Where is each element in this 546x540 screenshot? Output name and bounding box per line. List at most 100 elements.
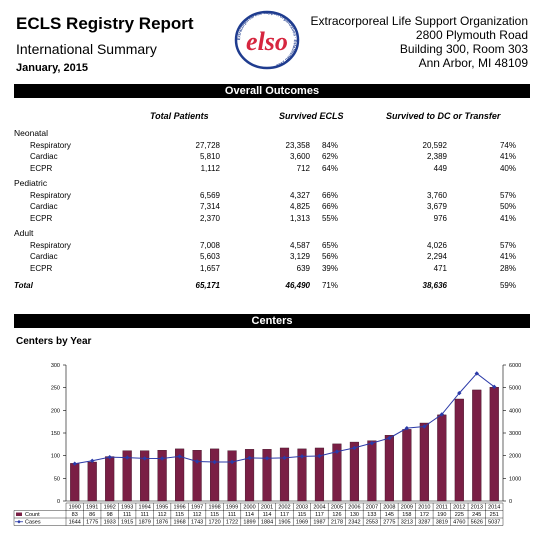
data-label-cases: 1722 — [226, 520, 238, 526]
x-tick-label: 2000 — [243, 505, 255, 511]
data-label-count: 112 — [158, 512, 167, 518]
survived-ecls: 1,313 — [289, 213, 310, 223]
survived-dc: 976 — [433, 213, 447, 223]
survived-ecls: 712 — [296, 163, 310, 173]
x-tick-label: 1990 — [69, 505, 81, 511]
chart-point — [317, 453, 322, 459]
chart-point — [404, 425, 410, 431]
chart-point — [247, 455, 252, 461]
data-label-count: 133 — [367, 512, 376, 518]
data-label-cases: 1915 — [121, 520, 133, 526]
table-row: Cardiac 5,810 3,600 62% 2,389 41% — [14, 151, 530, 163]
legend-marker-cases — [17, 519, 21, 524]
x-tick-label: 1996 — [173, 505, 185, 511]
chart-bar — [140, 450, 150, 502]
chart-bar — [175, 448, 185, 502]
overall-outcomes-heading: Overall Outcomes — [14, 84, 530, 98]
left-tick-label: 200 — [51, 408, 60, 414]
chart-bar — [105, 456, 115, 502]
survived-dc: 2,294 — [426, 252, 447, 261]
left-tick-label: 250 — [51, 386, 60, 392]
survived-dc: 3,760 — [426, 190, 447, 200]
chart-bar — [297, 448, 307, 502]
data-label-count: 158 — [402, 512, 411, 518]
right-tick-label: 2000 — [509, 454, 521, 460]
right-tick-label: 1000 — [509, 476, 521, 482]
x-tick-label: 2012 — [453, 505, 465, 511]
chart-bar — [227, 450, 237, 502]
x-tick-label: 2009 — [401, 505, 413, 511]
survived-dc-pct: 40% — [499, 163, 516, 173]
data-label-count: 172 — [420, 512, 429, 518]
survived-dc: 4,026 — [426, 240, 447, 250]
data-label-cases: 3819 — [436, 520, 448, 526]
report-title: ECLS Registry Report — [16, 14, 194, 33]
data-label-cases: 1879 — [139, 520, 151, 526]
total-patients: 1,657 — [199, 263, 220, 273]
survived-dc: 38,636 — [422, 281, 447, 290]
x-tick-label: 1991 — [86, 505, 98, 511]
survived-dc-pct: 57% — [499, 240, 516, 250]
row-label: Cardiac — [30, 252, 58, 261]
chart-point — [334, 449, 340, 454]
chart-point — [212, 459, 217, 465]
x-tick-label: 1999 — [226, 505, 238, 511]
chart-bar — [454, 398, 464, 502]
chart-bar — [437, 414, 447, 502]
chart-bar — [210, 448, 220, 502]
chart-bar — [472, 389, 482, 502]
survived-ecls-pct: 66% — [321, 190, 338, 200]
chart-bar — [419, 422, 429, 502]
data-label-cases: 1720 — [208, 520, 220, 526]
data-label-cases: 1905 — [278, 520, 290, 526]
elso-logo: Extracorporeal Life Support Organization… — [234, 10, 300, 70]
row-label: ECPR — [30, 213, 53, 223]
data-label-cases: 2342 — [348, 520, 360, 526]
report-date: January, 2015 — [16, 62, 88, 74]
survived-ecls-pct: 71% — [321, 281, 338, 290]
data-label-cases: 2553 — [366, 520, 378, 526]
data-label-count: 145 — [385, 512, 394, 518]
chart-bar — [122, 450, 132, 502]
data-label-cases: 1987 — [313, 520, 325, 526]
data-label-cases: 2775 — [383, 520, 395, 526]
survived-ecls: 46,490 — [285, 281, 310, 290]
table-row: ECPR 1,657 639 39% 471 28% — [14, 263, 530, 275]
x-tick-label: 2008 — [383, 505, 395, 511]
survived-dc-pct: 41% — [499, 213, 516, 223]
data-label-count: 117 — [315, 512, 324, 518]
total-patients: 5,810 — [199, 152, 220, 161]
data-label-cases: 1644 — [69, 520, 81, 526]
data-label-count: 126 — [332, 512, 341, 518]
row-label: Respiratory — [30, 190, 71, 200]
data-label-cases: 3287 — [418, 520, 430, 526]
data-label-count: 98 — [107, 512, 113, 518]
total-patients: 6,569 — [199, 190, 220, 200]
col-survived-ecls: Survived ECLS — [279, 111, 344, 121]
total-patients: 7,314 — [199, 202, 220, 211]
row-label: ECPR — [30, 263, 53, 273]
row-label: Cardiac — [30, 152, 58, 161]
row-label: Respiratory — [30, 240, 71, 250]
table-row: Cardiac 5,603 3,129 56% 2,294 41% — [14, 251, 530, 263]
x-tick-label: 2006 — [348, 505, 360, 511]
org-name: Extracorporeal Life Support Organization — [310, 14, 528, 28]
report-subtitle: International Summary — [16, 41, 157, 57]
legend-label-count: Count — [25, 512, 40, 518]
total-patients: 65,171 — [195, 281, 220, 290]
chart-point — [229, 459, 235, 465]
chart-point — [142, 456, 147, 461]
survived-ecls: 23,358 — [285, 140, 310, 150]
data-label-cases: 1968 — [173, 520, 185, 526]
survived-ecls: 4,825 — [289, 202, 310, 211]
data-label-count: 114 — [263, 512, 272, 518]
survived-ecls: 3,129 — [289, 252, 310, 261]
data-label-count: 114 — [245, 512, 254, 518]
data-label-cases: 1775 — [86, 520, 98, 526]
x-tick-label: 2005 — [331, 505, 343, 511]
x-tick-label: 2011 — [436, 505, 448, 511]
org-address: Extracorporeal Life Support Organization… — [311, 14, 528, 70]
data-label-cases: 5626 — [471, 520, 483, 526]
survived-dc: 471 — [433, 263, 447, 273]
x-tick-label: 2001 — [261, 505, 273, 511]
